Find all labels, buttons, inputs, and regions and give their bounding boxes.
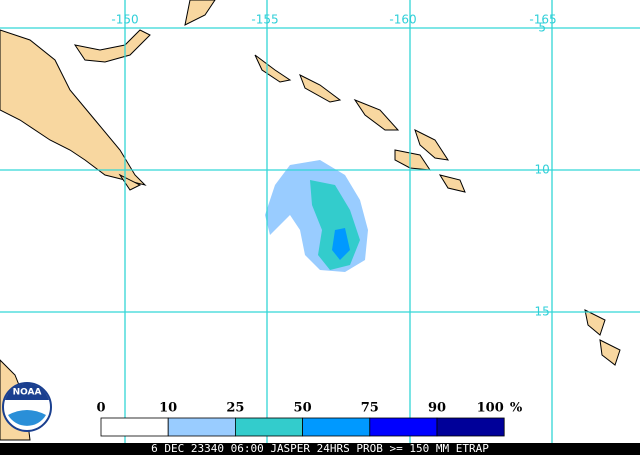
logo-wave [8, 410, 46, 426]
lat-label: -10 [530, 163, 550, 177]
lon-label: -165 [529, 13, 556, 27]
new-britain [73, 29, 151, 63]
legend-unit: % [510, 401, 523, 416]
legend-swatch [100, 417, 169, 437]
solomon-4 [414, 129, 450, 161]
legend-swatch [234, 417, 303, 437]
lat-label: -15 [530, 305, 550, 319]
legend-swatch [436, 417, 505, 437]
footer-text: 6 DEC 23340 06:00 JASPER 24HRS PROB >= 1… [151, 442, 489, 455]
lat-label: -5 [534, 21, 546, 35]
lon-label: -155 [251, 13, 278, 27]
legend-swatch [167, 417, 236, 437]
logo-top [5, 383, 49, 400]
logo-text: NOAA [13, 388, 42, 398]
logo: NOAA [2, 382, 52, 432]
legend-swatch [302, 417, 371, 437]
probability [265, 160, 368, 272]
footer-bar [0, 443, 640, 455]
legend: 0 10 25 50 75 90 100% [96, 401, 523, 437]
legend-label: 75 [361, 401, 379, 416]
vanuatu-1 [584, 309, 606, 336]
legend-label: 50 [294, 401, 312, 416]
solomon-1 [254, 54, 292, 83]
solomon-2 [299, 73, 342, 103]
guadalcanal [394, 149, 432, 171]
legend-swatch [369, 417, 438, 437]
prob-50 [332, 228, 350, 260]
legend-label: 100 [477, 401, 504, 416]
lon-label: -160 [389, 13, 416, 27]
legend-label: 90 [428, 401, 446, 416]
new-ireland [184, 0, 216, 26]
legend-label: 10 [159, 401, 177, 416]
san-cristobal [438, 174, 466, 193]
legend-label: 25 [226, 401, 244, 416]
legend-label: 0 [96, 401, 105, 416]
vanuatu-2 [599, 339, 621, 366]
lon-label: -150 [111, 13, 138, 27]
solomon-3 [353, 98, 400, 131]
grid-labels: -150 -155 -160 -165-5 -10 -15 [111, 13, 556, 319]
grid [0, 0, 640, 443]
